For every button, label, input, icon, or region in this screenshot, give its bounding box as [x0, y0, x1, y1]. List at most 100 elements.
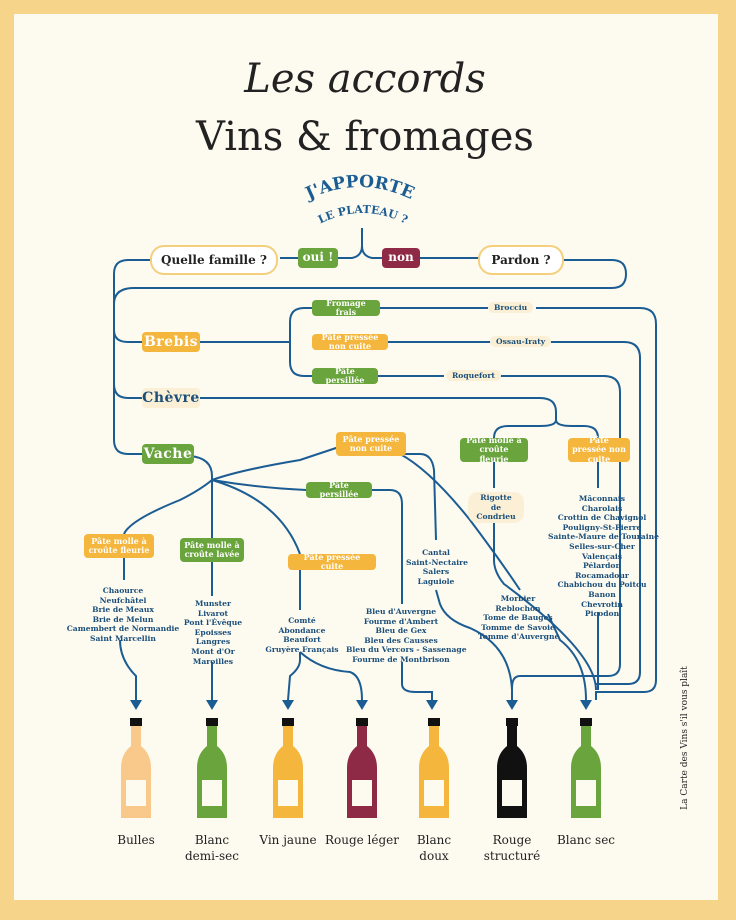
wine-label: Vin jaune [259, 833, 317, 847]
wine-label: Blanc doux [416, 833, 452, 863]
bottle-label [576, 780, 596, 806]
cheese-name: Livarot [197, 608, 229, 618]
cheese-name: Camembert de Normandie [66, 624, 180, 634]
bottle-label [502, 780, 522, 806]
bottle-label [424, 780, 444, 806]
question-line-1: J'APPORTE [301, 172, 417, 205]
cheese-name: Bleu de Gex [375, 626, 427, 636]
wine-label: Rouge léger [324, 833, 400, 847]
brebis-tag: Brebis [142, 332, 200, 352]
cheese-name: Tome de Bauges [483, 613, 553, 623]
cheese-name: Reblochon [495, 603, 541, 613]
bottle-cap [580, 718, 592, 726]
cheese-name: Laguiole [417, 576, 455, 586]
vache-pressee-cuite-list: Comté Abondance Beaufort Gruyère Français [262, 616, 342, 654]
brebis-persillee-tag: Pâte persillée [312, 366, 378, 385]
cheese-name: Tomme d'Auvergne [478, 632, 560, 642]
vache-persillee-tag: Pâte persillée [306, 480, 372, 499]
cheese-name: Rocamadour [575, 570, 629, 580]
brocciu-label: Brocciu [488, 302, 534, 313]
cheese-name: Maroilles [192, 656, 234, 666]
cheese-name: Gruyère Français [265, 644, 339, 654]
cheese-name: Pont l'Évêque [183, 618, 243, 628]
cheese-name: Banon [588, 589, 616, 599]
wine-label: Bulles [117, 833, 155, 847]
chevre-tag: Chèvre [142, 388, 200, 408]
wine-label: Blanc demi-sec [184, 833, 240, 863]
cheese-name: Mâconnais [578, 494, 626, 503]
cheese-name: Salers [422, 567, 450, 577]
chevre-pressee-tag: Pâte pressée non cuite [568, 436, 630, 463]
cheese-name: Selles-sur-Cher [569, 541, 635, 551]
title-line-2: Vins & fromages [195, 114, 534, 160]
bottle-label [202, 780, 222, 806]
question-line-2: LE PLATEAU ? [316, 203, 410, 227]
vache-pressee-cuite-tag: Pâte pressée cuite [288, 552, 376, 571]
cheese-name: Langres [195, 637, 231, 647]
bottle-cap [206, 718, 218, 726]
cheese-name: Bleu d'Auvergne [365, 607, 437, 616]
side-credit: La Carte des Vins s'il vous plaît [680, 666, 690, 810]
cheese-name: Picodon [584, 609, 620, 619]
cheese-name: Saint-Nectaire [406, 557, 469, 567]
no-tag: non [382, 248, 420, 268]
cheese-name: Cantal [422, 548, 450, 557]
vache-croute-lavee-tag: Pâte molle à croûte lavée [180, 538, 244, 562]
title-line-1: Les accords [243, 56, 485, 102]
bottle-cap [282, 718, 294, 726]
cheese-name: Tomme de Savoie [481, 622, 555, 632]
wine-label: Blanc sec [556, 833, 616, 847]
bottle-label [126, 780, 146, 806]
vache-tag: Vache [142, 444, 194, 464]
ossau-iraty-label: Ossau-Iraty [490, 336, 552, 347]
pardon-pill: Pardon ? [478, 245, 564, 275]
cheese-name: Pouligny-St-Pierre [562, 522, 642, 532]
cheese-name: Brie de Melun [92, 614, 154, 624]
cheese-name: Crottin de Chavignol [557, 513, 647, 523]
brebis-fromage-frais-tag: Fromage frais [312, 298, 380, 317]
vache-pressee-non-cuite-tag: Pâte pressée non cuite [336, 432, 406, 456]
cheese-name: Epoisses [194, 627, 232, 637]
vache-croute-fleurie-list: Chaource Neufchâtel Brie de Meaux Brie de M… [58, 586, 188, 644]
bottle-cap [130, 718, 142, 726]
yes-tag: oui ! [298, 248, 338, 268]
cheese-name: Sainte-Maure de Touraine [548, 532, 659, 542]
question-family-pill: Quelle famille ? [150, 245, 278, 275]
cheese-name: Fourme d'Ambert [363, 616, 439, 626]
cheese-name: Mont d'Or [191, 646, 235, 656]
bottle-cap [428, 718, 440, 726]
cheese-name: Valençais [581, 551, 623, 561]
cheese-name: Chevrotin [581, 599, 623, 609]
cheese-name: Neufchâtel [99, 595, 147, 605]
vache-croute-fleurie-tag: Pâte molle à croûte fleurie [84, 534, 154, 558]
cheese-name: Beaufort [283, 635, 321, 645]
cheese-name: Chaource [102, 586, 144, 595]
bottle-cap [356, 718, 368, 726]
cheese-name: Morbier [500, 594, 536, 603]
vache-pressee-non-cuite-list-a: Cantal Saint-Nectaire Salers Laguiole [406, 548, 469, 586]
brebis-pressee-tag: Pâte pressée non cuite [312, 332, 388, 351]
chevre-croute-fleurie-tag: Pâte molle à croûte fleurie [460, 436, 528, 463]
bottle-label [278, 780, 298, 806]
cheese-name: Saint Marcellin [90, 633, 156, 643]
vache-persillee-list: Bleu d'Auvergne Fourme d'Ambert Bleu de Ge… [346, 607, 467, 665]
roquefort-label: Roquefort [446, 370, 501, 381]
cheese-name: Fourme de Montbrison [352, 654, 450, 664]
chevre-list: Mâconnais Charolais Crottin de Chavignol Po… [548, 494, 659, 619]
cheese-name: Comté [288, 616, 316, 625]
cheese-name: Brie de Meaux [92, 605, 154, 615]
cheese-name: Bleu du Vercors - Sassenage [346, 645, 467, 655]
cheese-name: Munster [194, 599, 232, 608]
vache-pressee-non-cuite-list-b: Morbier Reblochon Tome de Bauges Tomme de S… [478, 594, 560, 642]
bottle-label [352, 780, 372, 806]
cheese-name: Pélardon [582, 561, 622, 571]
wine-label: Rouge structuré [483, 833, 541, 863]
cheese-name: Chabichou du Poitou [557, 580, 647, 590]
rigotte-label: Rigotte de Condrieu [468, 492, 524, 523]
cheese-name: Bleu des Causses [364, 635, 438, 645]
bottle-cap [506, 718, 518, 726]
cheese-name: Charolais [581, 503, 623, 513]
cheese-name: Abondance [278, 625, 326, 635]
vache-croute-lavee-list: Munster Livarot Pont l'Évêque Epoisses Langr… [178, 599, 248, 666]
